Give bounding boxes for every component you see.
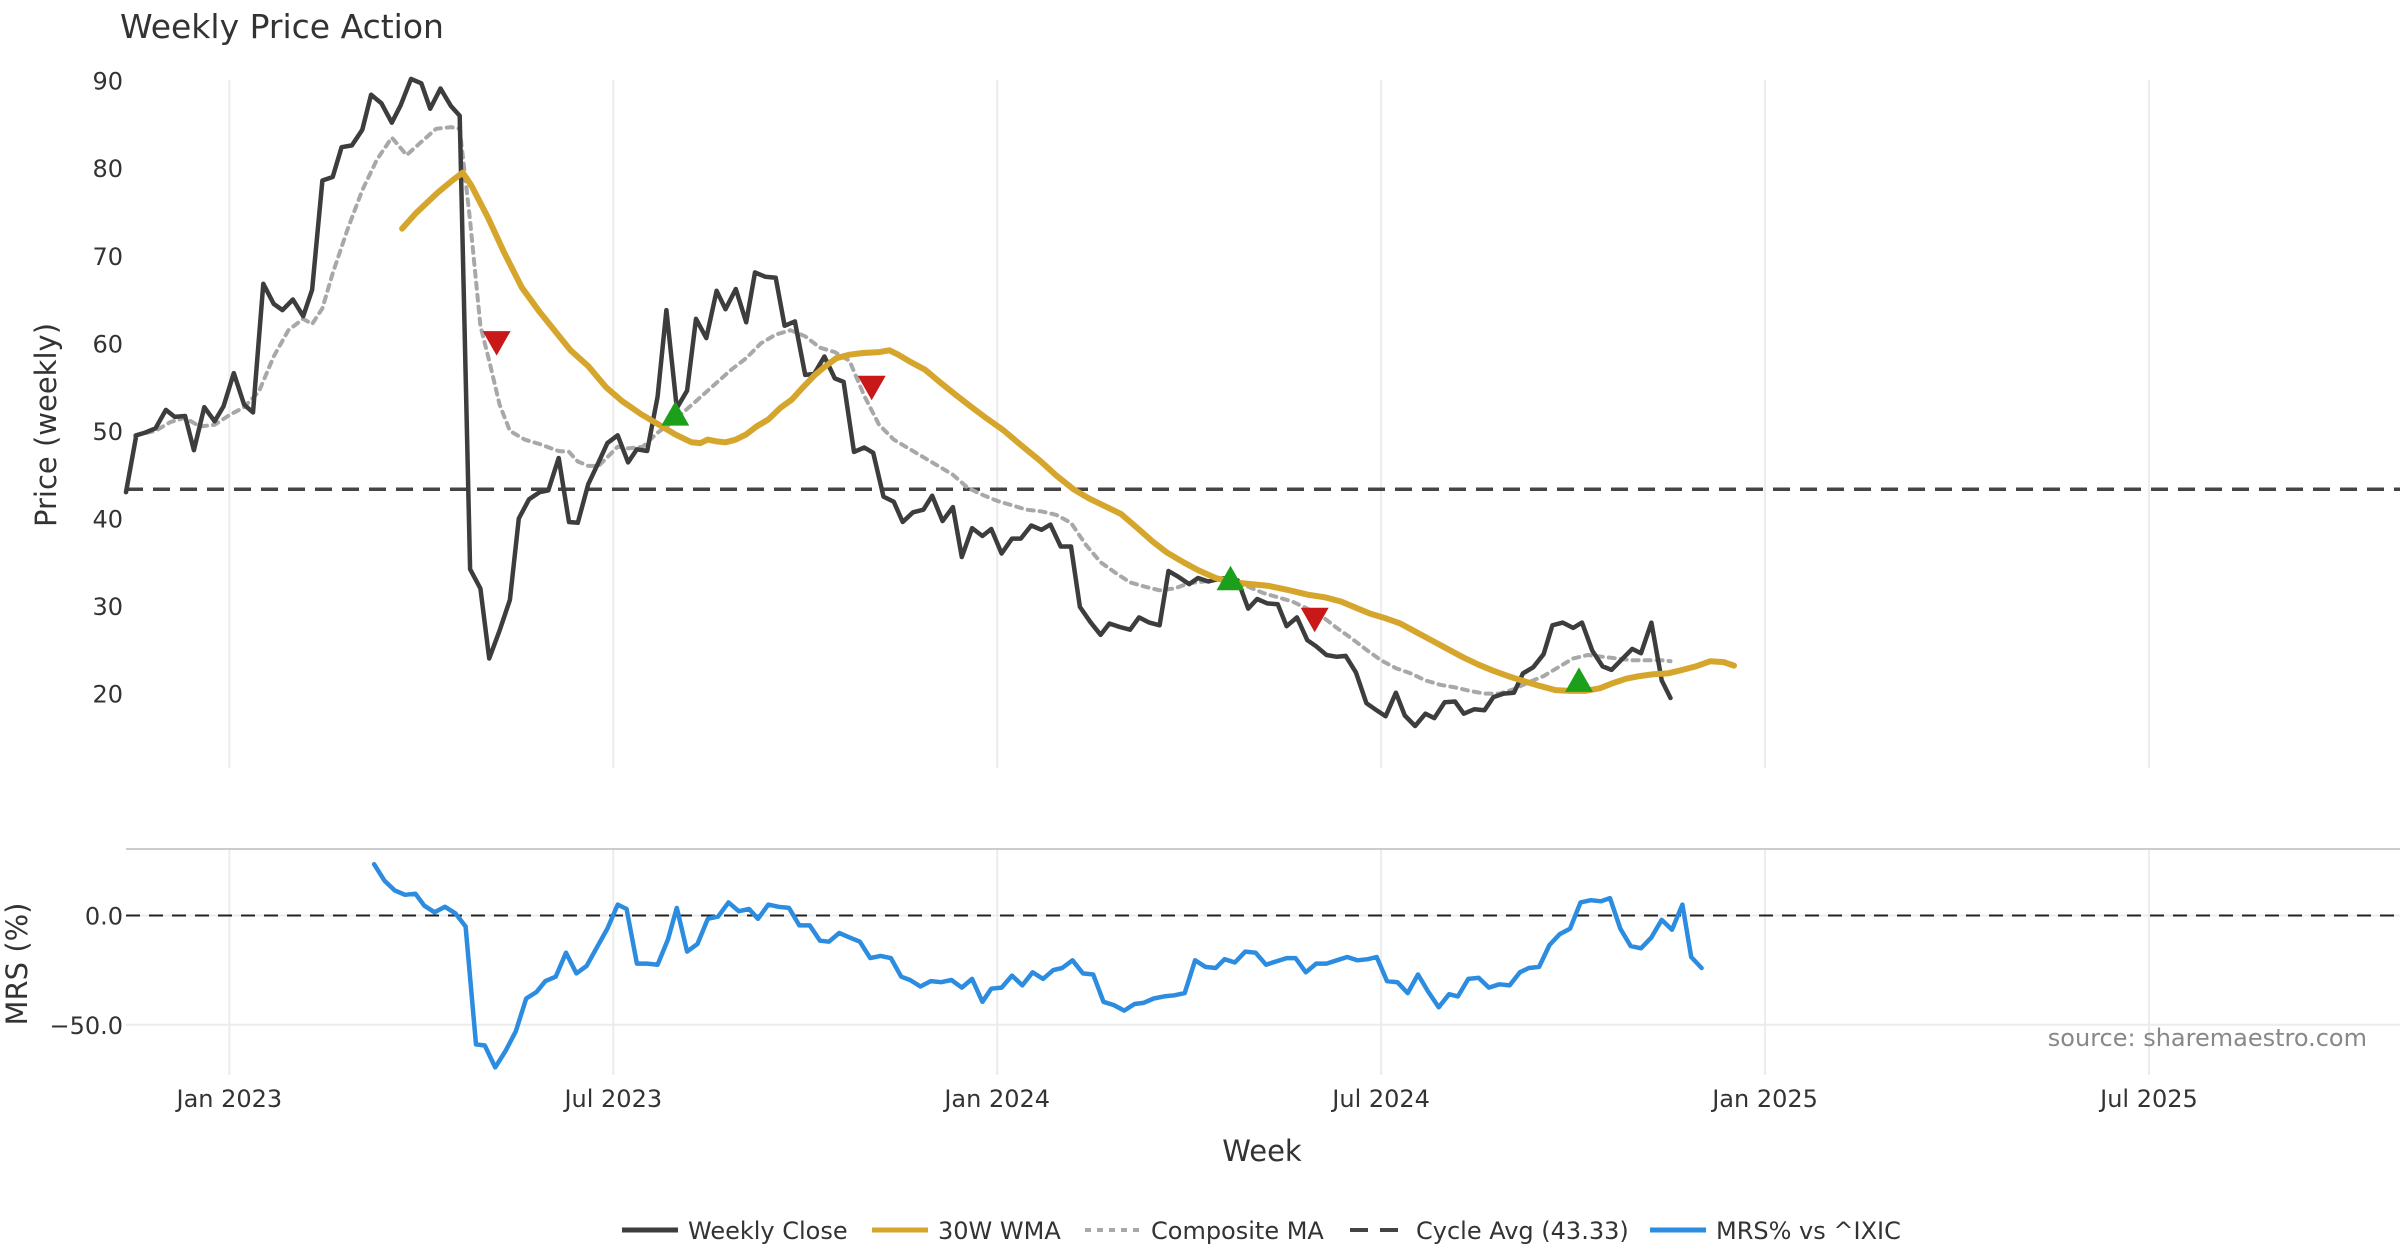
- mrs-y-axis-label: MRS (%): [0, 903, 34, 1026]
- sell-signal-marker: [482, 331, 511, 356]
- axis-layer: Jan 2023 Jul 2023 Jan 2024 Jul 2024 Jan 2025…: [49, 68, 2197, 1113]
- weekly-close-line: [123, 76, 1673, 729]
- buy-signal-marker: [661, 401, 690, 426]
- price-y-tick-label: 60: [92, 330, 123, 358]
- source-attribution: source: sharemaestro.com: [2048, 1024, 2367, 1052]
- price-y-tick-label: 80: [92, 155, 123, 183]
- x-tick-label: Jul 2025: [2098, 1085, 2198, 1113]
- wma-30w-line: [399, 169, 1737, 694]
- price-y-tick-label: 40: [92, 505, 123, 533]
- legend-label: MRS% vs ^IXIC: [1716, 1217, 1901, 1245]
- price-y-tick-label: 50: [92, 418, 123, 446]
- legend-label: Composite MA: [1151, 1217, 1324, 1245]
- reference-lines: [126, 487, 2400, 917]
- price-y-tick-label: 90: [92, 68, 123, 96]
- price-y-axis-label: Price (weekly): [29, 323, 63, 527]
- sell-signal-marker: [857, 375, 886, 401]
- x-tick-label: Jan 2023: [175, 1085, 283, 1113]
- legend: Weekly Close 30W WMA Composite MA Cycle Avg…: [622, 1217, 1901, 1245]
- legend-label: Cycle Avg (43.33): [1416, 1217, 1629, 1245]
- mrs-y-tick-label: −50.0: [49, 1012, 123, 1040]
- x-tick-label: Jul 2023: [562, 1085, 662, 1113]
- mrs-line: [371, 861, 1704, 1070]
- signals-layer: [482, 331, 1593, 692]
- x-tick-label: Jan 2025: [1710, 1085, 1818, 1113]
- price-y-tick-label: 70: [92, 243, 123, 271]
- series-layer: [123, 76, 1737, 1070]
- x-tick-label: Jul 2024: [1330, 1085, 1430, 1113]
- x-tick-label: Jan 2024: [942, 1085, 1050, 1113]
- buy-signal-marker: [1564, 667, 1593, 692]
- mrs-y-tick-label: 0.0: [85, 903, 123, 931]
- x-axis-label: Week: [1222, 1134, 1302, 1168]
- chart-title: Weekly Price Action: [120, 7, 444, 46]
- price-y-tick-label: 30: [92, 593, 123, 621]
- sell-signal-marker: [1300, 607, 1329, 633]
- buy-signal-marker: [1216, 565, 1245, 591]
- legend-label: Weekly Close: [688, 1217, 848, 1245]
- legend-label: 30W WMA: [938, 1217, 1061, 1245]
- composite-ma-line: [132, 125, 1673, 696]
- price-y-tick-label: 20: [92, 681, 123, 709]
